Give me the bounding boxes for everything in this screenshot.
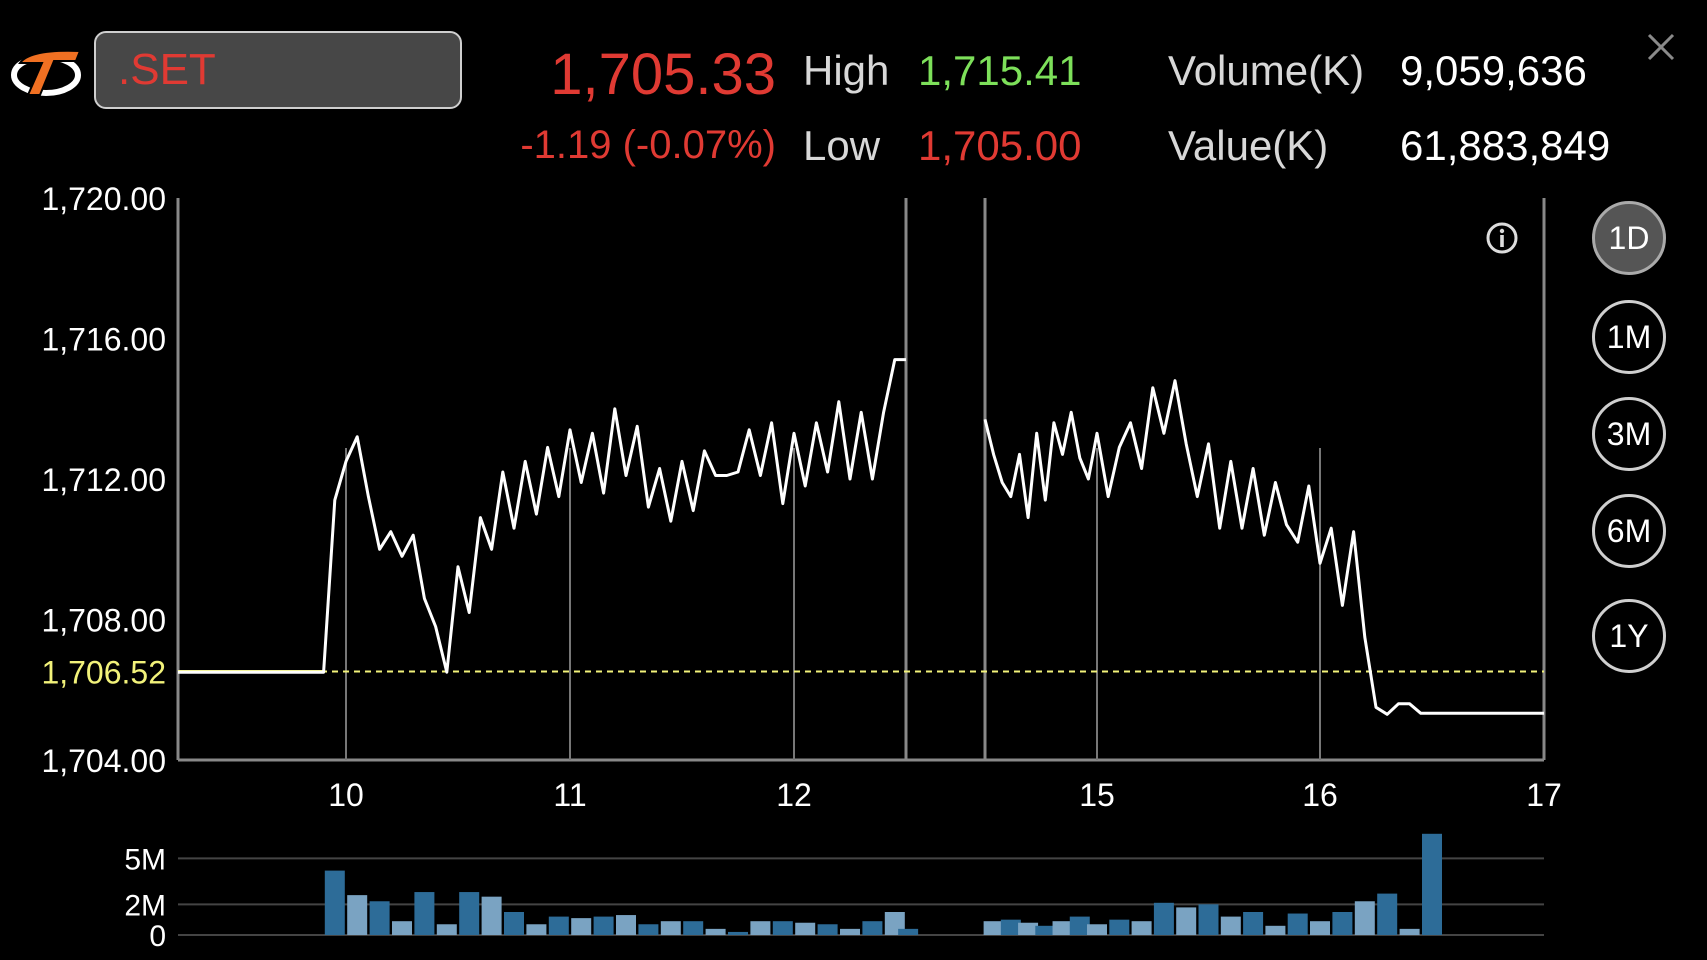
volume-bar (1153, 902, 1174, 935)
volume-bar (1131, 921, 1152, 935)
afternoon-price-line (983, 379, 1544, 716)
x-tick-label: 11 (553, 777, 586, 813)
volume-bar (1354, 901, 1375, 935)
volume-bar (683, 921, 704, 935)
volume-bar (1087, 924, 1107, 935)
morning-price-line (178, 358, 906, 674)
period-1d-button[interactable]: 1D (1592, 201, 1666, 275)
volume-bar (983, 921, 1004, 935)
volume-bar (1422, 833, 1442, 935)
volume-bar (571, 918, 592, 935)
volume-bar (414, 892, 435, 935)
volume-label: Volume(K) (1168, 47, 1365, 94)
y-tick-label: 1,704.00 (41, 743, 166, 779)
volume-bar (459, 892, 480, 935)
volume-bar (616, 915, 636, 935)
volume-bar (750, 921, 771, 935)
volume-bar (481, 896, 502, 935)
volume-bar (1220, 916, 1241, 935)
x-tick-label: 16 (1302, 777, 1338, 813)
high-label: High (803, 47, 890, 94)
volume-bar (1176, 907, 1197, 935)
price-change: -1.19 (-0.07%) (520, 123, 776, 167)
volume-tick-label: 2M (124, 889, 166, 922)
low-value: 1,705.00 (918, 122, 1082, 169)
period-1y-button[interactable]: 1Y (1592, 599, 1666, 673)
x-tick-label: 15 (1079, 777, 1115, 813)
reference-label: 1,706.52 (41, 654, 166, 690)
volume-bar (1035, 925, 1056, 935)
low-label: Low (803, 122, 881, 169)
volume-bar (817, 924, 838, 935)
volume-value: 9,059,636 (1400, 47, 1587, 94)
volume-bar (1018, 922, 1039, 935)
volume-bar (1243, 912, 1264, 935)
last-price: 1,705.33 (550, 42, 776, 107)
value-label: Value(K) (1168, 122, 1329, 169)
volume-bar (840, 928, 860, 935)
x-tick-label: 10 (328, 777, 364, 813)
volume-bar (1265, 925, 1286, 935)
y-tick-label: 1,708.00 (41, 603, 166, 639)
volume-bar (548, 916, 569, 935)
high-value: 1,715.41 (918, 47, 1082, 94)
y-tick-label: 1,716.00 (41, 322, 166, 358)
period-1m-button[interactable]: 1M (1592, 300, 1666, 374)
volume-bar (526, 924, 547, 935)
y-tick-label: 1,712.00 (41, 462, 166, 498)
info-icon[interactable] (1485, 221, 1519, 255)
y-tick-label: 1,720.00 (41, 181, 166, 217)
period-6m-button[interactable]: 6M (1592, 494, 1666, 568)
volume-bar (369, 901, 390, 935)
brand-logo-icon (11, 49, 82, 96)
x-tick-label: 17 (1526, 777, 1562, 813)
symbol-search-input[interactable]: .SET (94, 31, 462, 109)
volume-bar (1377, 893, 1398, 935)
volume-bar (504, 912, 524, 935)
volume-bar (705, 928, 726, 935)
x-tick-label: 12 (776, 777, 812, 813)
volume-bar (347, 895, 368, 935)
volume-tick-label: 5M (124, 843, 166, 876)
intraday-chart: 10 11 12 15 16 17 1,720.00 1,716.00 1,712.00 1,70… (41, 181, 1562, 953)
close-icon[interactable] (1644, 30, 1678, 64)
volume-bar (795, 922, 816, 935)
volume-bar (898, 928, 919, 935)
volume-bar (392, 921, 412, 935)
volume-bar (1287, 913, 1308, 935)
volume-bar (1332, 912, 1353, 935)
period-3m-button[interactable]: 3M (1592, 397, 1666, 471)
volume-bar (772, 921, 793, 935)
volume-bar (1052, 921, 1073, 935)
value-value: 61,883,849 (1400, 122, 1611, 169)
volume-bar (1109, 919, 1130, 935)
volume-bar (1310, 921, 1330, 935)
volume-bar (436, 924, 457, 935)
volume-bar (660, 921, 681, 935)
volume-bar (862, 921, 883, 935)
volume-bar (593, 916, 614, 935)
volume-bar (324, 870, 345, 935)
volume-bar (1399, 928, 1420, 935)
volume-tick-label: 0 (149, 920, 166, 953)
volume-bar (1198, 904, 1219, 935)
volume-bar (1069, 916, 1090, 935)
volume-bar (638, 924, 659, 935)
volume-bar (1000, 919, 1021, 935)
volume-bar (728, 931, 748, 935)
